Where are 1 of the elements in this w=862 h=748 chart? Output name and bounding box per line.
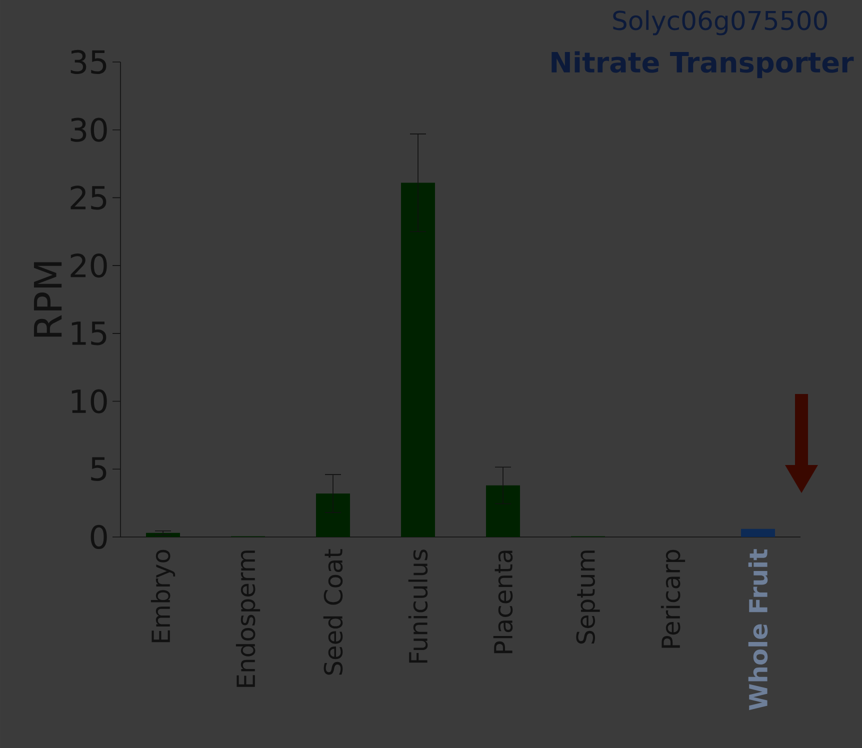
x-tick-label: Whole Fruit (748, 549, 768, 710)
